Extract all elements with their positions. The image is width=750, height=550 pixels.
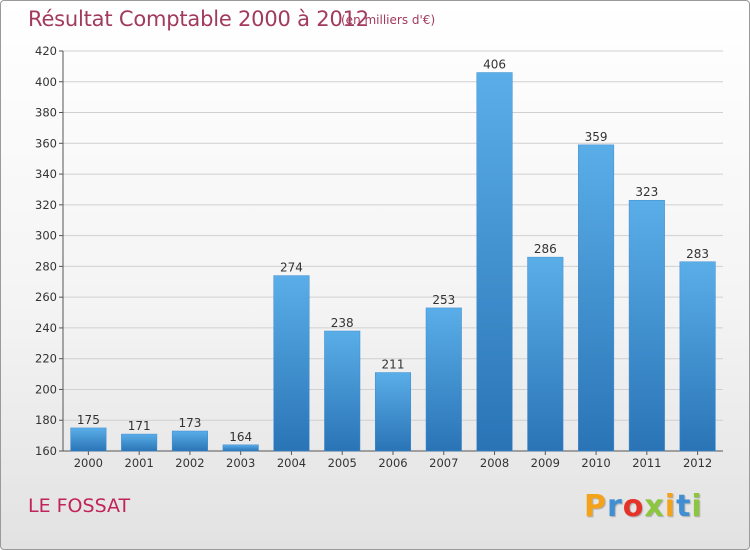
bar-value-label: 406 xyxy=(483,58,506,72)
y-tick-label: 240 xyxy=(35,321,57,335)
proxiti-logo: Proxiti xyxy=(584,489,703,524)
bar-value-label: 274 xyxy=(280,261,303,275)
y-tick-label: 380 xyxy=(35,106,57,120)
bar xyxy=(374,372,412,452)
x-tick-label: 2011 xyxy=(632,456,661,470)
bar xyxy=(273,275,310,452)
bars xyxy=(70,72,716,452)
x-tick-label: 2008 xyxy=(480,456,509,470)
y-tick-label: 220 xyxy=(35,352,57,366)
y-tick-label: 400 xyxy=(35,75,57,89)
chart-title: Résultat Comptable 2000 à 2012 xyxy=(28,7,369,31)
bar xyxy=(324,330,361,452)
bar xyxy=(222,444,259,452)
bar-value-label: 253 xyxy=(432,293,455,307)
logo-letter: t xyxy=(676,489,692,524)
x-tick-label: 2009 xyxy=(531,456,560,470)
bar-value-label: 359 xyxy=(585,130,608,144)
x-tick-label: 2007 xyxy=(429,456,458,470)
bar-value-label: 283 xyxy=(686,247,709,261)
x-tick-label: 2001 xyxy=(125,456,154,470)
x-tick-label: 2005 xyxy=(328,456,357,470)
logo-letter: i xyxy=(691,489,703,524)
x-tick-label: 2002 xyxy=(175,456,204,470)
x-tick-label: 2006 xyxy=(378,456,407,470)
bar xyxy=(70,427,107,452)
chart-subtitle: (en milliers d'€) xyxy=(341,13,436,27)
y-tick-label: 180 xyxy=(35,413,57,427)
bar-value-label: 173 xyxy=(178,416,201,430)
x-tick-label: 2004 xyxy=(277,456,306,470)
logo-letter: P xyxy=(584,489,607,524)
y-tick-label: 420 xyxy=(35,44,57,58)
bar xyxy=(628,199,665,452)
y-tick-label: 200 xyxy=(35,382,57,396)
bar xyxy=(527,256,564,452)
bar-value-label: 164 xyxy=(229,430,252,444)
y-tick-label: 280 xyxy=(35,259,57,273)
commune-name: LE FOSSAT xyxy=(28,495,131,517)
y-tick-label: 260 xyxy=(35,290,57,304)
logo-letter: o xyxy=(622,489,645,524)
y-tick-label: 360 xyxy=(35,136,57,150)
x-tick-label: 2010 xyxy=(581,456,610,470)
logo-letter: x xyxy=(644,489,665,524)
bar xyxy=(171,430,208,452)
bar-value-label: 286 xyxy=(534,242,557,256)
y-tick-label: 320 xyxy=(35,198,57,212)
y-tick-label: 160 xyxy=(35,444,57,458)
labels: 160 180 200 220 240 260 280 300 320 340 360 380 400 4… xyxy=(35,44,712,470)
x-tick-label: 2012 xyxy=(683,456,712,470)
bar-value-label: 323 xyxy=(635,185,658,199)
bar-value-label: 171 xyxy=(128,419,151,433)
y-tick-label: 340 xyxy=(35,167,57,181)
logo-letter: r xyxy=(607,489,623,524)
bar-value-label: 211 xyxy=(382,358,405,372)
x-tick-label: 2000 xyxy=(74,456,103,470)
bar xyxy=(476,72,513,452)
bar-value-label: 238 xyxy=(331,316,354,330)
bar xyxy=(121,433,158,452)
y-tick-label: 300 xyxy=(35,229,57,243)
bar xyxy=(425,307,462,452)
x-tick-label: 2003 xyxy=(226,456,255,470)
bar xyxy=(679,261,716,452)
bar xyxy=(578,144,615,452)
bar-value-label: 175 xyxy=(77,413,100,427)
logo-letter: i xyxy=(664,489,677,524)
